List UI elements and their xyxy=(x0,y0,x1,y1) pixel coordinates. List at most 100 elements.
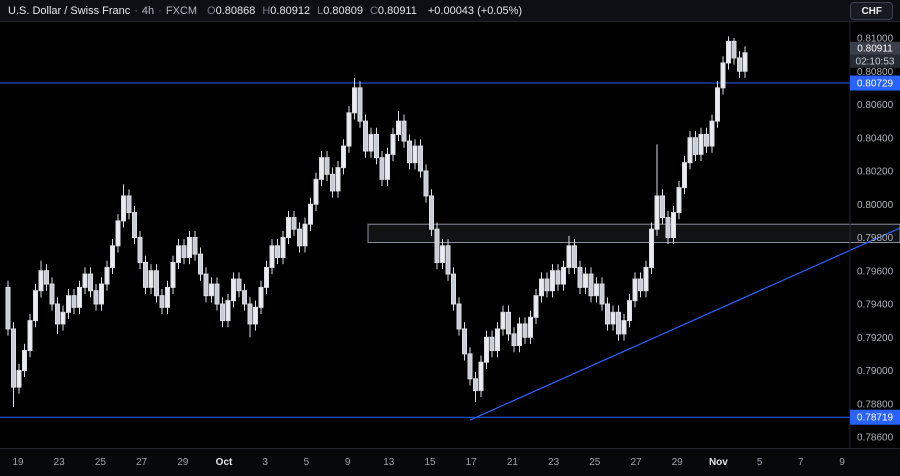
chart-pane[interactable]: 0.81000 0.80800 0.80600 0.80400 0.80200 0.800… xyxy=(0,22,900,448)
time-tick-label: 23 xyxy=(53,457,65,468)
candle-down xyxy=(154,270,159,297)
candle-down xyxy=(198,253,203,275)
candle-down xyxy=(506,311,511,335)
candle-down xyxy=(605,303,610,325)
candle-down xyxy=(555,270,561,285)
candle-down xyxy=(456,303,462,330)
candle-down xyxy=(71,295,77,308)
candlestick-chart-canvas[interactable]: 0.81000 0.80800 0.80600 0.80400 0.80200 0.800… xyxy=(0,22,900,448)
candle-up xyxy=(22,350,27,371)
candle-up xyxy=(484,336,489,363)
time-tick-label: 9 xyxy=(839,457,845,468)
candle-up xyxy=(610,311,616,325)
level-price-label-text: 0.80729 xyxy=(857,79,894,90)
candle-up xyxy=(176,245,181,263)
candle-up xyxy=(27,320,33,352)
candle-down xyxy=(665,217,671,239)
price-tick-label: 0.78800 xyxy=(857,399,894,410)
candle-down xyxy=(423,170,429,197)
candle-up xyxy=(99,283,104,305)
candle-up xyxy=(264,266,269,288)
candle-up xyxy=(649,228,654,268)
candle-down xyxy=(489,336,495,352)
time-tick-label: 21 xyxy=(506,457,518,468)
candle-up xyxy=(632,278,638,302)
symbol-title[interactable]: U.S. Dollar / Swiss Franc xyxy=(8,4,131,17)
candle-up xyxy=(396,120,401,135)
price-tick-label: 0.79000 xyxy=(857,366,894,377)
candle-up xyxy=(654,195,660,230)
interval-selector[interactable]: 4h xyxy=(141,4,155,17)
candle-down xyxy=(511,333,517,347)
candle-up xyxy=(671,212,676,238)
high-key: H xyxy=(262,4,271,17)
candle-down xyxy=(324,157,330,175)
candle-down xyxy=(473,378,478,391)
time-tick-label: 19 xyxy=(12,457,24,468)
candle-up xyxy=(66,295,71,313)
candle-up xyxy=(258,286,264,308)
candle-up xyxy=(115,220,121,247)
time-tick-label: 27 xyxy=(136,457,148,468)
candle-up xyxy=(500,311,506,330)
candle-up xyxy=(709,120,715,147)
candle-up xyxy=(352,87,357,114)
trendline[interactable] xyxy=(469,227,900,421)
candle-up xyxy=(319,157,324,180)
candle-up xyxy=(286,217,291,239)
time-tick-label: 13 xyxy=(383,457,395,468)
currency-toggle-button[interactable]: CHF xyxy=(850,2,893,20)
candle-up xyxy=(60,311,66,325)
price-tick-label: 0.81000 xyxy=(857,34,894,45)
time-tick-label: 23 xyxy=(548,457,560,468)
open-value: 0.80868 xyxy=(215,4,256,17)
candle-down xyxy=(588,273,594,297)
candle-down xyxy=(132,212,137,238)
candle-up xyxy=(726,40,731,64)
candle-down xyxy=(297,228,302,247)
time-axis[interactable]: 19 23 25 27 29 Oct 3 5 9 13 15 17 21 23 25 27 29 Nov 5 7 9 xyxy=(0,448,900,476)
candle-up xyxy=(528,316,533,338)
candle-up xyxy=(594,283,599,297)
candle-down xyxy=(5,286,11,330)
candle-down xyxy=(407,140,412,164)
candle-up xyxy=(583,273,588,288)
candle-up xyxy=(720,62,726,89)
price-change-readout: +0.00043 (+0.05%) xyxy=(427,4,523,17)
candle-down xyxy=(445,245,451,275)
candle-up xyxy=(16,370,22,388)
candle-down xyxy=(522,323,528,338)
candle-down xyxy=(418,145,423,172)
candle-down xyxy=(704,133,709,147)
candle-up xyxy=(643,266,649,292)
candle-up xyxy=(335,167,341,192)
candle-down xyxy=(401,120,407,142)
price-tick-label: 0.79400 xyxy=(857,300,894,311)
candle-down xyxy=(572,245,577,268)
price-tick-label: 0.79800 xyxy=(857,233,894,244)
candle-down xyxy=(374,133,379,159)
candle-down xyxy=(11,328,16,388)
price-tick-label: 0.79600 xyxy=(857,266,894,277)
candle-up xyxy=(742,52,748,72)
candle-up xyxy=(539,278,544,297)
zone-box[interactable] xyxy=(367,223,900,243)
level-price-label xyxy=(850,409,900,425)
price-tick-label: 0.80000 xyxy=(857,200,894,211)
candle-down xyxy=(462,328,467,355)
candle-down xyxy=(55,303,60,325)
candle-down xyxy=(181,245,187,258)
time-tick-label: 5 xyxy=(756,457,763,468)
price-tick-label: 0.80800 xyxy=(857,67,894,78)
candle-down xyxy=(616,311,621,335)
candle-up xyxy=(165,286,170,308)
time-tick-label: 5 xyxy=(303,457,310,468)
candle-down xyxy=(49,283,55,305)
candle-down xyxy=(451,273,456,305)
exchange-name: FXCM xyxy=(165,4,198,17)
countdown-label xyxy=(850,54,900,68)
candle-down xyxy=(737,57,742,72)
candle-up xyxy=(308,203,313,225)
time-tick-label: 29 xyxy=(671,457,683,468)
